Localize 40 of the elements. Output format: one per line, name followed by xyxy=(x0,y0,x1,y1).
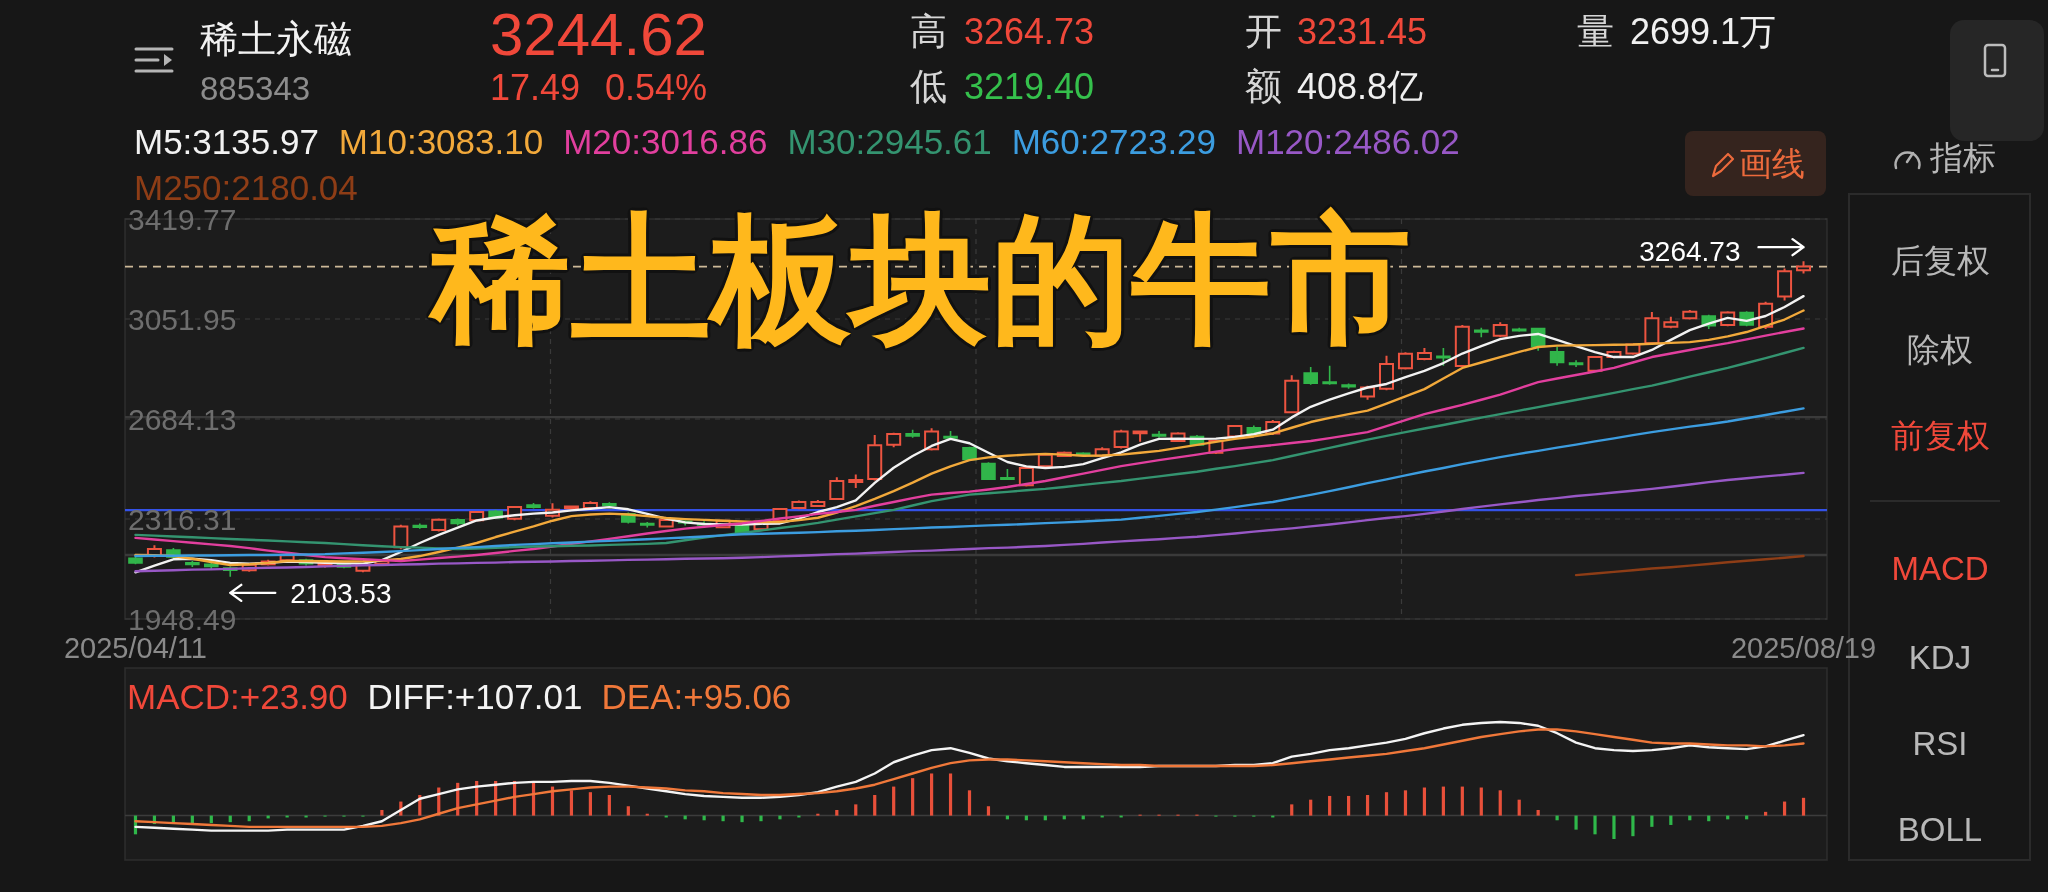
text: 量 xyxy=(1577,11,1614,52)
text: 高 xyxy=(910,11,947,52)
annotation: 3264.73 xyxy=(1639,236,1741,268)
y-tick-label: 3051.95 xyxy=(128,302,237,336)
text: 额 xyxy=(1245,66,1282,107)
text: M5:3135.97 xyxy=(134,121,319,161)
text: M20:3016.86 xyxy=(563,121,768,161)
text: 指标 xyxy=(1929,139,1996,176)
text: 后复权 xyxy=(1890,242,1990,279)
annotation: 2103.53 xyxy=(290,577,392,609)
y-tick-label: 2316.31 xyxy=(128,502,237,536)
text: 17.49 xyxy=(490,67,581,108)
text: 3219.40 xyxy=(964,66,1095,107)
text: M120:2486.02 xyxy=(1236,121,1460,161)
text: 408.8亿 xyxy=(1297,66,1424,107)
text: 开 xyxy=(1245,11,1282,52)
text: 3264.73 xyxy=(964,11,1095,52)
y-tick-label: 2684.13 xyxy=(128,402,237,436)
text: 3231.45 xyxy=(1297,11,1428,52)
text: M60:2723.29 xyxy=(1011,121,1217,161)
chart-subtitle: 稀土永磁 xyxy=(200,18,352,60)
text: DEA:+95.06 xyxy=(601,676,792,716)
text: 前复权 xyxy=(1890,417,1990,454)
chart-title: 稀土板块的牛市 xyxy=(427,201,1411,358)
text: M30:2945.61 xyxy=(787,121,992,161)
text: 除权 xyxy=(1907,331,1973,368)
text: M10:3083.10 xyxy=(338,121,544,161)
text: 画线 xyxy=(1739,145,1805,182)
text: 885343 xyxy=(200,70,311,107)
text: MACD:+23.90 xyxy=(127,676,348,716)
text: BOLL xyxy=(1897,811,1983,848)
text: 2699.1万 xyxy=(1630,11,1777,52)
text: 低 xyxy=(910,66,947,107)
text: KDJ xyxy=(1908,639,1972,676)
text: 0.54% xyxy=(605,67,708,108)
series-label: DIFF:+107.01 xyxy=(367,676,583,716)
text: MACD xyxy=(1891,550,1989,587)
x-tick-label: 2025/08/19 xyxy=(1730,632,1877,664)
text: RSI xyxy=(1912,725,1968,762)
text: 3244.62 xyxy=(490,1,707,68)
